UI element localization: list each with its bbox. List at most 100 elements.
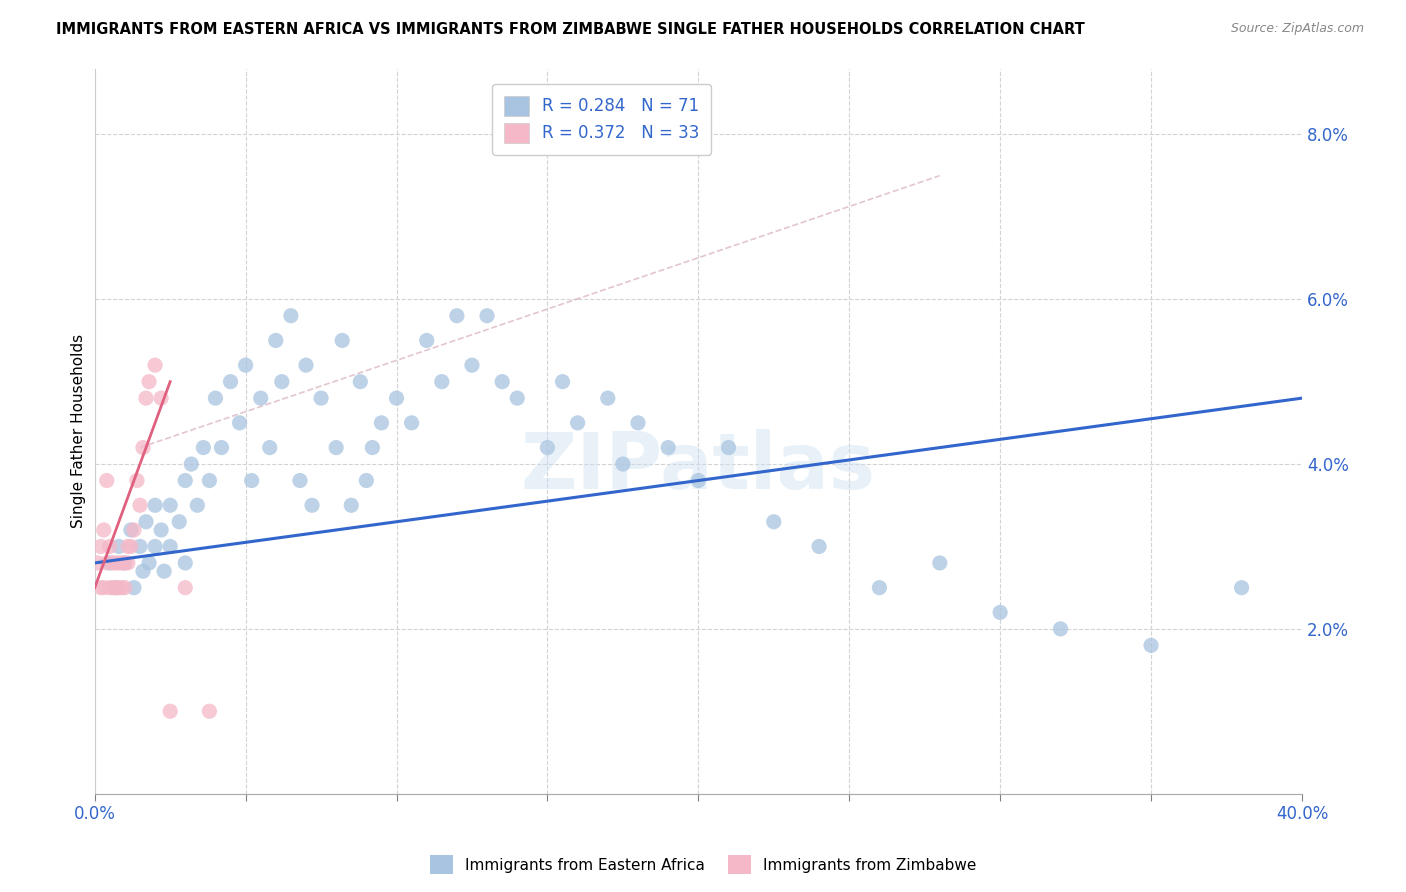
Point <box>295 358 318 372</box>
Point <box>159 498 181 512</box>
Point <box>132 564 155 578</box>
Point <box>657 441 679 455</box>
Point <box>612 457 634 471</box>
Point <box>219 375 242 389</box>
Point <box>330 334 353 348</box>
Point <box>96 556 118 570</box>
Point <box>361 441 384 455</box>
Point <box>104 556 127 570</box>
Point <box>117 556 139 570</box>
Point <box>104 581 127 595</box>
Point <box>111 581 134 595</box>
Point <box>596 391 619 405</box>
Point <box>96 474 118 488</box>
Point <box>93 581 115 595</box>
Point <box>101 556 124 570</box>
Point <box>415 334 437 348</box>
Point <box>120 540 142 554</box>
Point <box>430 375 453 389</box>
Point <box>129 498 152 512</box>
Point <box>93 523 115 537</box>
Point <box>808 540 831 554</box>
Point <box>193 441 215 455</box>
Point <box>235 358 257 372</box>
Point <box>228 416 250 430</box>
Point <box>122 581 145 595</box>
Point <box>988 606 1011 620</box>
Point <box>240 474 263 488</box>
Point <box>125 474 148 488</box>
Point <box>491 375 513 389</box>
Point <box>264 334 287 348</box>
Point <box>174 474 197 488</box>
Point <box>143 358 166 372</box>
Point <box>717 441 740 455</box>
Point <box>475 309 498 323</box>
Legend: R = 0.284   N = 71, R = 0.372   N = 33: R = 0.284 N = 71, R = 0.372 N = 33 <box>492 84 711 155</box>
Point <box>143 540 166 554</box>
Point <box>301 498 323 512</box>
Point <box>135 391 157 405</box>
Point <box>132 441 155 455</box>
Text: ZIPatlas: ZIPatlas <box>520 429 876 506</box>
Point <box>198 704 221 718</box>
Point <box>211 441 233 455</box>
Point <box>288 474 311 488</box>
Point <box>186 498 208 512</box>
Point <box>150 391 173 405</box>
Point <box>159 704 181 718</box>
Point <box>108 581 131 595</box>
Point <box>204 391 226 405</box>
Point <box>868 581 890 595</box>
Point <box>446 309 468 323</box>
Point <box>325 441 347 455</box>
Point <box>153 564 176 578</box>
Point <box>90 540 112 554</box>
Legend: Immigrants from Eastern Africa, Immigrants from Zimbabwe: Immigrants from Eastern Africa, Immigran… <box>423 849 983 880</box>
Point <box>1230 581 1253 595</box>
Point <box>135 515 157 529</box>
Point <box>117 540 139 554</box>
Point <box>174 556 197 570</box>
Point <box>688 474 710 488</box>
Point <box>259 441 281 455</box>
Point <box>506 391 529 405</box>
Point <box>150 523 173 537</box>
Point <box>309 391 332 405</box>
Text: Source: ZipAtlas.com: Source: ZipAtlas.com <box>1230 22 1364 36</box>
Point <box>280 309 302 323</box>
Point <box>385 391 408 405</box>
Point <box>401 416 423 430</box>
Point <box>111 556 134 570</box>
Point <box>340 498 363 512</box>
Point <box>249 391 271 405</box>
Point <box>551 375 574 389</box>
Point <box>138 375 160 389</box>
Point <box>87 556 110 570</box>
Point <box>461 358 484 372</box>
Point <box>108 556 131 570</box>
Point <box>567 416 589 430</box>
Point <box>108 540 131 554</box>
Point <box>370 416 392 430</box>
Point <box>98 581 121 595</box>
Point <box>90 581 112 595</box>
Point <box>120 523 142 537</box>
Point <box>627 416 650 430</box>
Point <box>167 515 190 529</box>
Point <box>114 556 136 570</box>
Point <box>101 581 124 595</box>
Point <box>138 556 160 570</box>
Point <box>762 515 785 529</box>
Point <box>104 581 127 595</box>
Point <box>174 581 197 595</box>
Point <box>270 375 292 389</box>
Point <box>159 540 181 554</box>
Point <box>98 556 121 570</box>
Point <box>114 581 136 595</box>
Text: IMMIGRANTS FROM EASTERN AFRICA VS IMMIGRANTS FROM ZIMBABWE SINGLE FATHER HOUSEHO: IMMIGRANTS FROM EASTERN AFRICA VS IMMIGR… <box>56 22 1085 37</box>
Point <box>1049 622 1071 636</box>
Point <box>122 523 145 537</box>
Point <box>98 540 121 554</box>
Point <box>928 556 950 570</box>
